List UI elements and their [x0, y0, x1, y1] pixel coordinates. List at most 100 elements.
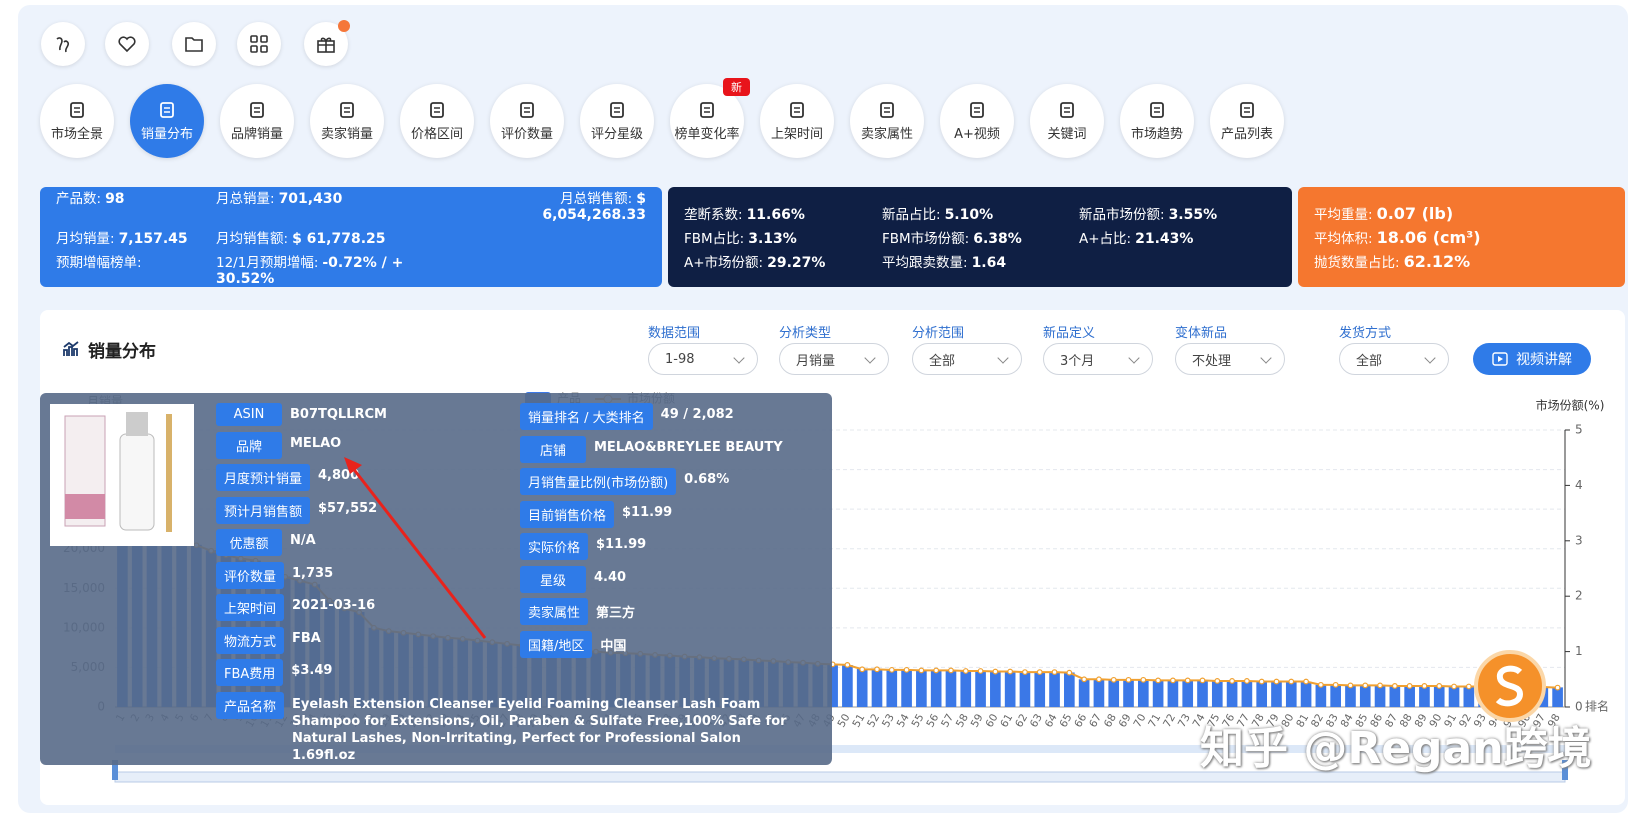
- line-point: [1347, 682, 1354, 689]
- zoom-handle[interactable]: [1562, 760, 1568, 780]
- icon-shape: [340, 101, 354, 118]
- field-value: MELAO: [290, 435, 342, 451]
- tab[interactable]: 榜单变化率 新: [670, 78, 750, 158]
- stat-value: 21.43%: [1135, 231, 1194, 247]
- icon-shape: [1244, 106, 1250, 113]
- filter-select[interactable]: 3个月: [1043, 343, 1153, 375]
- bar: [1404, 685, 1415, 707]
- filter-label: 新品定义: [1043, 326, 1096, 341]
- x-tick-label: 58: [954, 712, 971, 730]
- stat-item: FBM市场份额: 6.38%: [882, 227, 1079, 247]
- line-point: [903, 666, 910, 673]
- folder-button[interactable]: [172, 22, 216, 66]
- icon-shape: [344, 106, 350, 113]
- tab[interactable]: 市场趋势: [1120, 84, 1194, 158]
- field-value: 49 / 2,082: [660, 407, 734, 422]
- bar: [960, 670, 972, 707]
- video-button[interactable]: 视频讲解: [1473, 343, 1591, 375]
- field-label: 店铺: [520, 435, 586, 463]
- stat-value: 701,430: [278, 191, 343, 207]
- line-point: [1554, 684, 1561, 691]
- filter-select[interactable]: 不处理: [1175, 343, 1285, 375]
- x-tick-label: 80: [1279, 712, 1296, 730]
- tooltip-row: 店铺 MELAO&BREYLEE BEAUTY: [520, 435, 783, 463]
- bar: [1064, 672, 1075, 707]
- tab[interactable]: 卖家销量: [310, 84, 384, 158]
- field-value: B07TQLLRCM: [290, 407, 387, 422]
- zoom-handle[interactable]: [112, 760, 118, 780]
- tooltip-row: 销量排名 / 大类排名 49 / 2,082: [520, 403, 783, 430]
- x-tick-label: 79: [1265, 712, 1282, 730]
- stat-label: 垄断系数:: [684, 207, 743, 223]
- tab[interactable]: 产品列表: [1210, 84, 1284, 158]
- field-label: 品牌: [216, 431, 282, 459]
- tab[interactable]: 卖家属性: [850, 84, 924, 158]
- tab[interactable]: 品牌销量: [220, 84, 294, 158]
- tooltip-row: ASIN B07TQLLRCM: [216, 403, 792, 426]
- line-point: [1332, 681, 1339, 688]
- tab-icon: [610, 101, 624, 118]
- tab[interactable]: 关键词: [1030, 84, 1104, 158]
- stat-label: 月均销售额:: [216, 231, 289, 247]
- tab-label: 上架时间: [770, 126, 823, 142]
- x-tick-label: 71: [1146, 712, 1163, 730]
- icon-shape: [520, 101, 534, 118]
- field-value: 第三方: [596, 606, 636, 621]
- line-point: [1022, 669, 1028, 675]
- tab-icon: [250, 101, 264, 118]
- bar: [945, 670, 957, 707]
- tooltip-row: 预计月销售额 $57,552: [216, 496, 792, 524]
- tab[interactable]: 评分星级: [580, 84, 654, 158]
- tooltip-row: 评价数量 1,735: [216, 561, 792, 589]
- stat-item: 月总销售额: $ 6,054,268.33: [466, 187, 646, 223]
- icon-shape: [160, 101, 174, 118]
- stat-value: 7,157.45: [118, 231, 188, 247]
- tab-bar: 市场全景 销量分布 品牌销量 卖家销量 价格区间 评价数量 评分星级 榜单变化率 新上架时间 卖家…: [40, 78, 1440, 164]
- bar: [975, 671, 986, 707]
- tab[interactable]: 上架时间: [760, 84, 834, 158]
- tab[interactable]: 市场全景: [40, 84, 114, 158]
- x-tick-label: 65: [1057, 712, 1074, 730]
- stat-label: 预期增幅榜单:: [56, 255, 142, 271]
- filter-select[interactable]: 全部: [912, 343, 1022, 375]
- tab[interactable]: 价格区间: [400, 84, 474, 158]
- field-label: 月销售量比例(市场份额): [520, 468, 677, 495]
- tooltip-row: 卖家属性 第三方: [520, 598, 783, 625]
- x-tick-label: 60: [983, 712, 1000, 730]
- icon-shape: [974, 106, 980, 113]
- tab-icon: [160, 101, 174, 118]
- filter-select[interactable]: 全部: [1339, 343, 1449, 375]
- stat-label: FBM市场份额:: [882, 231, 970, 247]
- line-point: [933, 667, 940, 674]
- footprint-button[interactable]: [41, 22, 85, 66]
- line-point: [992, 668, 999, 675]
- product-image: [50, 404, 194, 546]
- gift-button[interactable]: [304, 20, 350, 66]
- tab[interactable]: 评价数量: [490, 84, 564, 158]
- y2-tick-label: 3: [1575, 533, 1583, 547]
- tab[interactable]: A+视频: [940, 84, 1014, 158]
- tab-label: 产品列表: [1220, 126, 1273, 142]
- field-label: 上架时间: [216, 594, 285, 621]
- line-point: [1391, 683, 1398, 689]
- icon-shape: [880, 101, 894, 118]
- bar: [827, 664, 838, 707]
- apps-button[interactable]: [237, 22, 281, 66]
- field-value: FBA: [292, 630, 321, 646]
- stat-label: 平均跟卖数量:: [882, 255, 968, 271]
- x-tick-label: 74: [1191, 712, 1208, 730]
- line-point: [1377, 682, 1383, 689]
- filter-select[interactable]: 月销量: [779, 343, 889, 375]
- filter-label: 发货方式: [1339, 326, 1392, 341]
- line-point: [1140, 676, 1147, 683]
- icon-shape: [1060, 101, 1074, 118]
- stat-value: 98: [105, 191, 125, 207]
- tab-icon: [1060, 101, 1074, 118]
- x-tick-label: 70: [1131, 712, 1148, 730]
- x-tick-label: 78: [1250, 712, 1267, 730]
- bar: [930, 670, 942, 707]
- favorite-button[interactable]: [105, 22, 149, 66]
- tooltip-row: 国籍/地区 中国: [520, 630, 783, 658]
- filter-select[interactable]: 1-98: [648, 343, 758, 375]
- tab[interactable]: 销量分布: [130, 84, 204, 158]
